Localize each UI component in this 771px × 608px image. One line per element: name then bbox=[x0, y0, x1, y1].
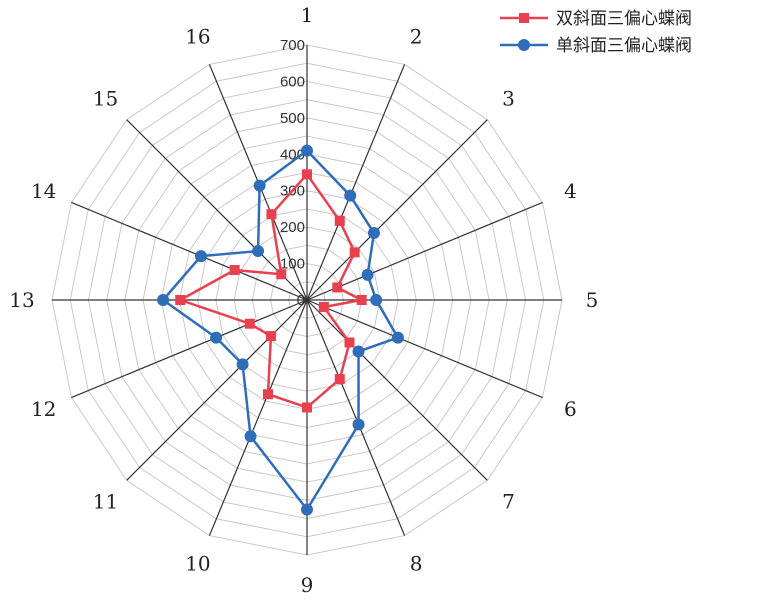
category-label: 10 bbox=[185, 551, 210, 575]
legend-item: 单斜面三偏心蝶阀 bbox=[500, 36, 692, 56]
data-point bbox=[210, 331, 223, 344]
category-label: 7 bbox=[502, 490, 515, 514]
data-point bbox=[262, 389, 273, 400]
data-point bbox=[265, 331, 276, 342]
legend-label: 双斜面三偏心蝶阀 bbox=[556, 9, 692, 29]
series-1 bbox=[175, 169, 367, 413]
category-label: 16 bbox=[185, 25, 210, 49]
tick-label: 700 bbox=[280, 37, 305, 54]
category-label: 9 bbox=[301, 573, 314, 597]
category-label: 1 bbox=[301, 3, 314, 27]
data-point bbox=[252, 245, 265, 258]
data-point bbox=[356, 295, 367, 305]
legend-marker bbox=[519, 13, 529, 23]
spoke bbox=[208, 299, 308, 536]
data-point bbox=[301, 503, 313, 516]
legend-label: 单斜面三偏心蝶阀 bbox=[556, 36, 692, 56]
legend-marker bbox=[518, 39, 530, 51]
data-point bbox=[334, 215, 345, 226]
data-point bbox=[276, 269, 287, 280]
data-point bbox=[244, 430, 257, 443]
data-point bbox=[175, 295, 186, 305]
tick-label: 400 bbox=[280, 146, 305, 163]
data-point bbox=[318, 301, 329, 312]
data-point bbox=[253, 179, 266, 192]
category-label: 15 bbox=[93, 86, 118, 110]
data-point bbox=[352, 418, 365, 431]
spoke bbox=[306, 64, 406, 301]
spoke bbox=[71, 201, 308, 301]
spoke bbox=[71, 299, 308, 399]
spoke bbox=[306, 299, 488, 481]
tick-label: 100 bbox=[280, 256, 305, 273]
data-point bbox=[344, 189, 357, 202]
data-point bbox=[194, 250, 207, 263]
category-label: 12 bbox=[31, 397, 56, 421]
tick-label: 0 bbox=[297, 292, 305, 309]
category-label: 3 bbox=[502, 86, 515, 110]
series-layer bbox=[157, 144, 404, 516]
data-point bbox=[349, 247, 360, 258]
data-point bbox=[370, 294, 383, 306]
data-point bbox=[229, 265, 240, 276]
series-2 bbox=[157, 144, 404, 516]
data-point bbox=[344, 337, 355, 348]
data-point bbox=[302, 169, 312, 180]
category-label: 11 bbox=[93, 490, 118, 514]
data-point bbox=[391, 331, 404, 344]
data-point bbox=[236, 358, 249, 371]
data-point bbox=[266, 209, 277, 220]
data-point bbox=[244, 318, 255, 329]
category-label: 6 bbox=[564, 397, 577, 421]
spoke bbox=[306, 201, 543, 301]
tick-label: 200 bbox=[280, 219, 305, 236]
tick-label: 600 bbox=[280, 73, 305, 90]
category-label: 14 bbox=[31, 179, 56, 203]
data-point bbox=[367, 227, 380, 240]
data-point bbox=[157, 294, 170, 306]
category-label: 2 bbox=[410, 25, 423, 49]
tick-label: 500 bbox=[280, 110, 305, 127]
category-label: 13 bbox=[9, 288, 34, 312]
data-point bbox=[302, 402, 312, 413]
spoke bbox=[126, 299, 308, 481]
spoke bbox=[306, 299, 406, 536]
data-point bbox=[361, 268, 374, 281]
category-label: 5 bbox=[586, 288, 599, 312]
category-label: 8 bbox=[410, 551, 423, 575]
data-point bbox=[334, 374, 345, 385]
data-point bbox=[352, 345, 365, 358]
category-label: 4 bbox=[564, 179, 577, 203]
radial-spokes bbox=[52, 45, 562, 555]
data-point bbox=[332, 282, 343, 293]
legend-item: 双斜面三偏心蝶阀 bbox=[500, 9, 692, 29]
data-point bbox=[301, 144, 313, 157]
spoke bbox=[306, 299, 543, 399]
spoke bbox=[306, 119, 488, 301]
